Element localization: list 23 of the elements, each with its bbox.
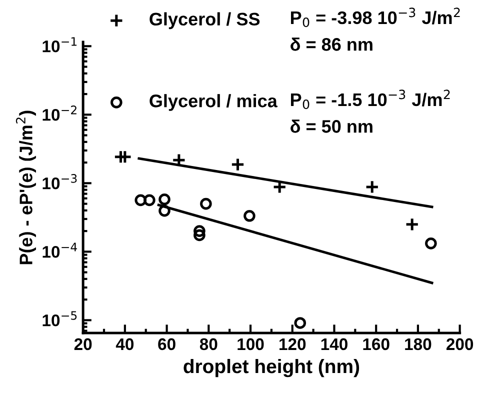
x-tick-label: 40 [116, 338, 134, 350]
x-tick-label: 140 [321, 338, 348, 350]
x-tick-label: 80 [200, 338, 218, 350]
text: P$_{0}$ = -3.98 10$^{−3}$ J/m$^{2}$ [291, 8, 460, 28]
x-tick-label: 20 [74, 338, 92, 350]
legend-label: Glycerol / mica [150, 94, 278, 111]
y-axis-title: P(e) - eP'(e) (J/m$^{2}$) [16, 110, 36, 264]
x-tick-label: 60 [158, 338, 176, 350]
y-tick-label: 10$^{−1}$ [42, 37, 77, 52]
annotation: δ = 50 nm [290, 120, 372, 133]
x-axis-title: droplet height (nm) [184, 358, 360, 378]
legend-label: Glycerol / SS [150, 12, 260, 30]
y-tick-label: 10$^{−3}$ [42, 174, 77, 190]
annotation: δ = 86 nm [290, 38, 372, 51]
y-tick-label: 10$^{−5}$ [42, 311, 77, 326]
x-tick-label: 200 [446, 338, 474, 350]
annotation: P$_{0}$ = -1.5 10$^{−3}$ J/m$^{2}$ [291, 90, 450, 110]
x-tick-label: 180 [405, 338, 432, 350]
x-tick-label: 100 [238, 338, 264, 350]
x-tick-label: 120 [280, 338, 306, 350]
y-tick-label: 10$^{−4}$ [42, 242, 77, 258]
x-tick-label: 160 [363, 338, 390, 350]
y-tick-label: 10$^{−2}$ [42, 106, 76, 121]
